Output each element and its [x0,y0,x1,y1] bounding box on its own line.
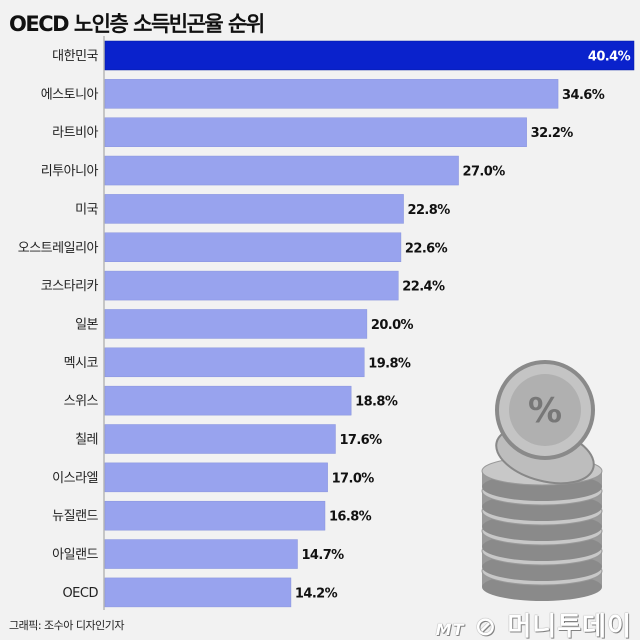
category-label: 아일랜드 [52,548,98,563]
data-label: 22.8% [408,203,451,218]
bar [104,232,402,262]
category-label: 라트비아 [52,126,98,141]
data-label: 40.4% [588,50,631,65]
category-label: 에스토니아 [41,87,99,102]
category-label: 오스트레일리아 [18,241,99,256]
category-label: 멕시코 [64,356,99,371]
bar [104,424,336,454]
category-label: 미국 [75,202,98,217]
data-label: 22.4% [402,280,445,295]
data-label: 22.6% [405,241,448,256]
bar [104,117,527,147]
data-label: 18.8% [355,395,398,410]
bar [104,577,292,608]
category-label: 대한민국 [52,49,98,64]
percent-icon: % [528,391,562,431]
data-label: 14.2% [295,586,338,601]
bar [104,385,352,416]
logo-mt: MT [435,620,465,639]
bar [104,500,326,531]
bar [104,40,635,71]
category-label: 일본 [75,317,98,332]
data-label: 32.2% [531,126,574,141]
data-label: 14.7% [301,548,344,563]
data-label: 17.0% [332,471,375,486]
bar [104,462,328,493]
bar [104,194,404,224]
category-label: OECD [62,586,98,601]
category-label: 스위스 [64,394,99,409]
bar [104,347,365,378]
bar [104,79,559,109]
bar [104,155,459,186]
category-label: 뉴질랜드 [52,509,98,524]
data-label: 19.8% [368,356,411,371]
logo-name: 머니투데이 [507,612,632,640]
data-label: 27.0% [463,165,506,180]
coin-stack-illustration: % [481,360,603,601]
bar [104,270,399,301]
data-label: 17.6% [339,433,382,448]
category-label: 칠레 [75,433,98,448]
category-label: 리투아니아 [41,164,99,179]
data-label: 20.0% [371,318,414,333]
category-label: 이스라엘 [52,471,98,486]
data-label: 34.6% [562,88,605,103]
chart-title: OECD 노인층 소득빈곤율 순위 [9,12,265,36]
category-label: 코스타리카 [41,279,99,294]
data-label: 16.8% [329,510,372,525]
publisher-logo: MT ⊘ 머니투데이 [435,612,632,640]
percent-coin-inner [509,374,581,446]
bar [104,539,298,569]
graphic-credit: 그래픽: 조수아 디자인기자 [9,619,125,632]
bar [104,309,368,339]
